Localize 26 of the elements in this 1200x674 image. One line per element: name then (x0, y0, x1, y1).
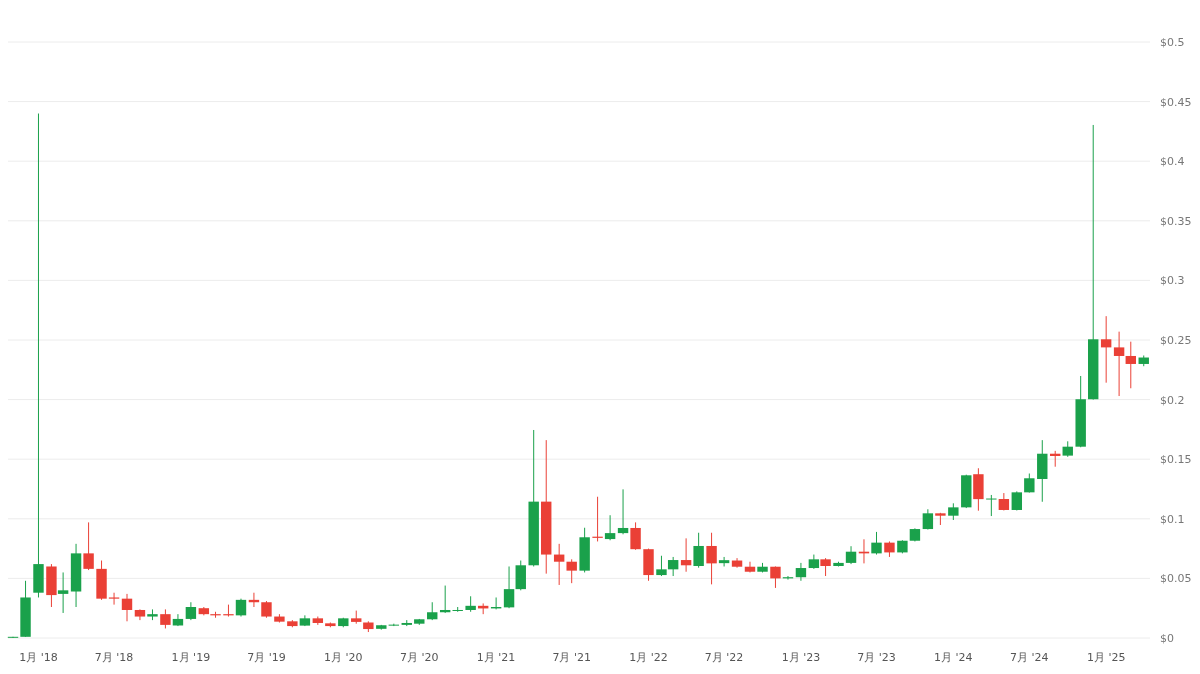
y-tick-label: $0.3 (1160, 274, 1185, 288)
y-tick-label: $0.35 (1160, 214, 1192, 228)
y-tick-label: $0 (1160, 632, 1174, 645)
x-tick-label: 1月 '24 (934, 651, 973, 664)
y-tick-label: $0.2 (1160, 393, 1185, 407)
x-tick-label: 7月 '19 (247, 651, 286, 664)
y-tick-label: $0.45 (1160, 95, 1192, 109)
y-tick-label: $0.5 (1160, 36, 1185, 49)
y-tick-label: $0.25 (1160, 334, 1192, 347)
x-tick-label: 1月 '21 (476, 651, 516, 664)
x-tick-label: 1月 '23 (781, 651, 821, 664)
x-tick-label: 7月 '21 (552, 651, 591, 664)
y-tick-label: $0.05 (1160, 572, 1192, 586)
y-tick-label: $0.15 (1160, 453, 1192, 467)
x-tick-label: 7月 '18 (94, 651, 134, 664)
x-tick-label: 1月 '19 (171, 651, 211, 664)
x-tick-label: 1月 '20 (324, 651, 363, 664)
x-tick-label: 7月 '23 (857, 651, 896, 664)
y-tick-label: $0.4 (1160, 155, 1185, 169)
x-tick-label: 1月 '25 (1086, 651, 1126, 664)
y-tick-label: $0.1 (1160, 512, 1185, 526)
x-tick-label: 1月 '18 (19, 651, 58, 664)
x-tick-label: 7月 '20 (400, 651, 439, 664)
x-tick-label: 1月 '22 (629, 651, 668, 664)
x-tick-label: 7月 '22 (704, 651, 744, 664)
x-tick-label: 7月 '24 (1010, 651, 1049, 664)
